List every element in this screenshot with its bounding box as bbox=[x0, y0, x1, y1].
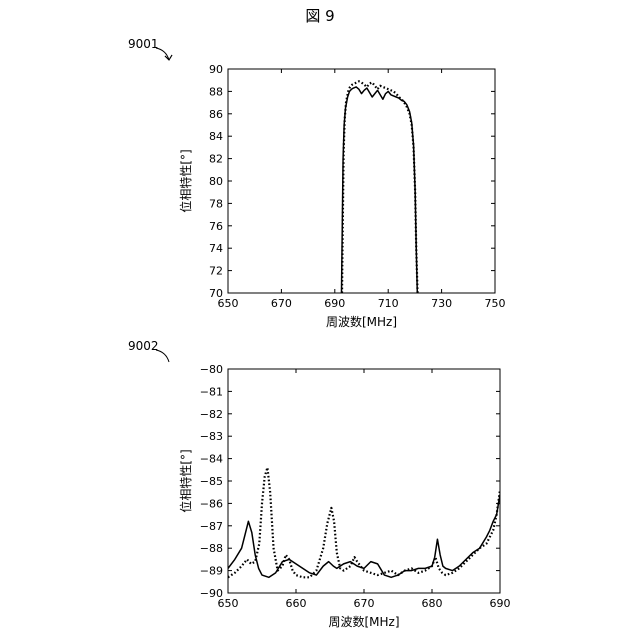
y-tick-label: 88 bbox=[209, 85, 223, 98]
y-tick-label: −89 bbox=[200, 565, 223, 578]
x-tick-label: 670 bbox=[354, 597, 375, 610]
y-tick-label: −80 bbox=[200, 363, 223, 376]
x-tick-label: 750 bbox=[485, 297, 506, 310]
series-solid-line bbox=[228, 494, 500, 577]
series-dotted-line bbox=[228, 468, 500, 578]
series-dotted-line bbox=[342, 81, 418, 293]
y-tick-label: 74 bbox=[209, 242, 223, 255]
x-tick-label: 670 bbox=[271, 297, 292, 310]
y-tick-label: 70 bbox=[209, 287, 223, 300]
y-tick-label: 90 bbox=[209, 63, 223, 76]
y-tick-label: 72 bbox=[209, 265, 223, 278]
y-tick-label: 76 bbox=[209, 220, 223, 233]
x-tick-label: 710 bbox=[378, 297, 399, 310]
y-tick-label: 86 bbox=[209, 108, 223, 121]
y-axis-label: 位相特性[°] bbox=[178, 149, 193, 212]
y-tick-label: −87 bbox=[200, 520, 223, 533]
reference-numeral: 9001 bbox=[128, 37, 159, 51]
y-tick-label: −88 bbox=[200, 542, 223, 555]
plot-frame bbox=[228, 69, 495, 293]
y-axis-label: 位相特性[°] bbox=[178, 449, 193, 512]
phase-chart-lower-band: 9002650660670680690−80−81−82−83−84−85−86… bbox=[128, 55, 511, 629]
x-tick-label: 660 bbox=[286, 597, 307, 610]
x-axis-label: 周波数[MHz] bbox=[328, 614, 399, 629]
y-tick-label: −82 bbox=[200, 408, 223, 421]
y-tick-label: −90 bbox=[200, 587, 223, 600]
reference-numeral: 9002 bbox=[128, 339, 159, 353]
y-tick-label: 78 bbox=[209, 197, 223, 210]
y-tick-label: −81 bbox=[200, 385, 223, 398]
y-tick-label: 82 bbox=[209, 153, 223, 166]
y-tick-label: 80 bbox=[209, 175, 223, 188]
y-tick-label: −85 bbox=[200, 475, 223, 488]
x-tick-label: 680 bbox=[422, 597, 443, 610]
x-tick-label: 730 bbox=[431, 297, 452, 310]
y-tick-label: −83 bbox=[200, 430, 223, 443]
x-axis-label: 周波数[MHz] bbox=[326, 314, 397, 329]
series-solid-line bbox=[341, 87, 417, 293]
figure-title: 図 9 bbox=[305, 7, 334, 25]
y-tick-label: −84 bbox=[200, 453, 223, 466]
y-tick-label: −86 bbox=[200, 497, 223, 510]
y-tick-label: 84 bbox=[209, 130, 223, 143]
x-tick-label: 690 bbox=[324, 297, 345, 310]
phase-chart-passband: 9001650670690710730750707274767880828486… bbox=[128, 37, 506, 329]
x-tick-label: 690 bbox=[490, 597, 511, 610]
